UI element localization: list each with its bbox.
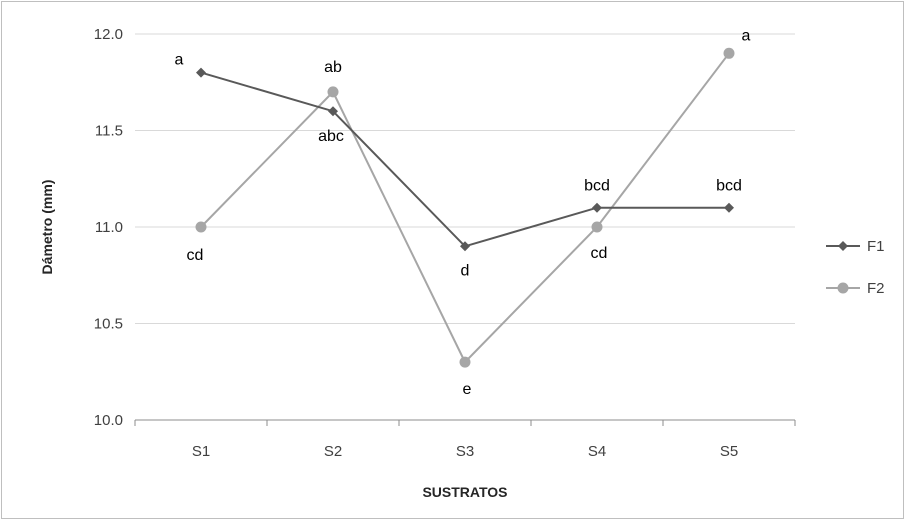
legend: F1 F2: [826, 238, 885, 297]
annotations-layer: a abc d bcd bcd cd ab e cd a: [175, 27, 751, 398]
significance-label: cd: [591, 245, 608, 262]
x-axis-title: SUSTRATOS: [422, 484, 507, 500]
legend-label-f2: F2: [867, 280, 885, 297]
x-tick-label: S5: [720, 443, 738, 460]
significance-label: bcd: [584, 178, 610, 195]
x-tick-label: S4: [588, 443, 606, 460]
data-point-diamond: [838, 241, 848, 251]
significance-label: d: [461, 262, 470, 279]
data-point-circle: [328, 86, 339, 97]
x-tick-label: S1: [192, 443, 210, 460]
y-tick-label: 10.5: [94, 316, 123, 333]
data-point-diamond: [592, 203, 602, 213]
significance-label: ab: [324, 59, 342, 76]
data-point-circle: [592, 222, 603, 233]
axes: 10.0 10.5 11.0 11.5 12.0 S1 S2 S3 S4 S5: [94, 26, 795, 460]
grid-lines: [135, 34, 795, 324]
x-tick-label: S3: [456, 443, 474, 460]
significance-label: e: [463, 381, 472, 398]
x-tick-label: S2: [324, 443, 342, 460]
data-point-circle: [196, 222, 207, 233]
data-point-diamond: [724, 203, 734, 213]
y-axis-title: Dámetro (mm): [39, 180, 55, 275]
legend-label-f1: F1: [867, 238, 885, 255]
significance-label: abc: [318, 128, 344, 145]
significance-label: bcd: [716, 178, 742, 195]
data-point-circle: [724, 48, 735, 59]
y-tick-label: 10.0: [94, 412, 123, 429]
y-tick-label: 12.0: [94, 26, 123, 43]
y-tick-label: 11.5: [95, 123, 123, 140]
series-layer: [196, 48, 735, 368]
data-point-diamond: [196, 68, 206, 78]
significance-label: cd: [187, 247, 204, 264]
significance-label: a: [742, 27, 751, 44]
y-tick-label: 11.0: [95, 219, 123, 236]
significance-label: a: [175, 52, 184, 69]
series-line-f1: [201, 73, 729, 247]
data-point-circle: [460, 357, 471, 368]
data-point-circle: [838, 283, 849, 294]
